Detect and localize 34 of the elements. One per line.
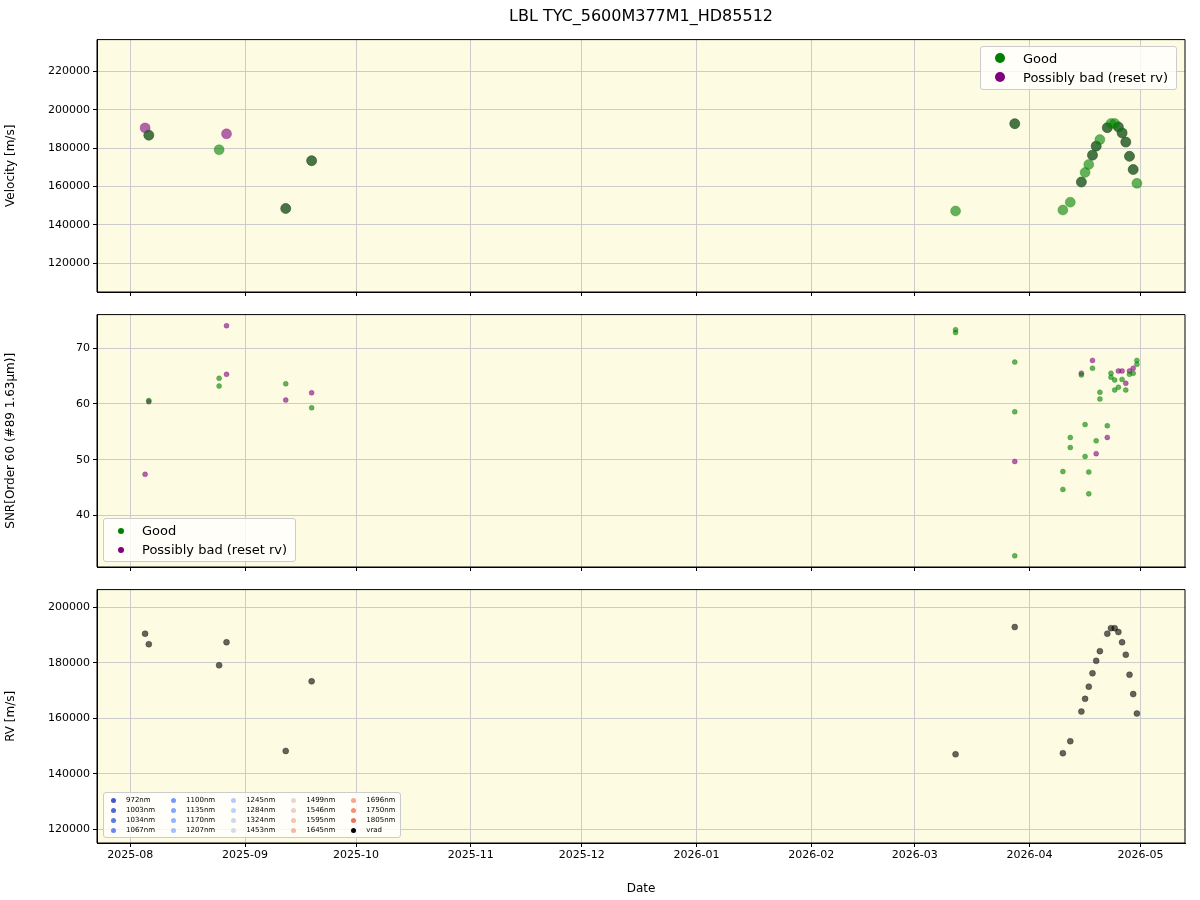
x-tick-label: 2026-03 <box>891 848 938 862</box>
legend-label: Good <box>142 523 177 538</box>
y-tick-label: 220000 <box>48 64 90 78</box>
y-axis-title: SNR[Order 60 (#89 1.63μm)] <box>3 352 18 529</box>
x-tick-label: 2026-04 <box>1006 848 1053 862</box>
y-axis-title: RV [m/s] <box>3 690 18 742</box>
y-tick-label: 140000 <box>48 766 90 780</box>
x-tick-label: 2026-05 <box>1117 848 1164 862</box>
legend-label: Possibly bad (reset rv) <box>1023 69 1169 85</box>
x-tick-label: 2025-11 <box>447 848 494 862</box>
y-tick-label: 180000 <box>48 140 90 154</box>
y-tick-label: 60 <box>76 396 90 410</box>
x-axis-title: Date <box>626 880 656 895</box>
y-tick-label: 160000 <box>48 179 90 193</box>
legend-label: Good <box>1023 50 1058 66</box>
chart-title: LBL TYC_5600M377M1_HD85512 <box>508 6 774 25</box>
y-tick-label: 180000 <box>48 655 90 669</box>
y-tick-label: 50 <box>76 452 90 466</box>
y-tick-label: 200000 <box>48 102 90 116</box>
x-tick-label: 2025-12 <box>558 848 605 862</box>
y-tick-label: 40 <box>76 508 90 522</box>
x-tick-label: 2026-01 <box>673 848 720 862</box>
x-tick-label: 2025-08 <box>107 848 154 862</box>
legend-label: Possibly bad (reset rv) <box>142 542 288 557</box>
x-tick-label: 2025-10 <box>333 848 380 862</box>
y-tick-label: 120000 <box>48 256 90 270</box>
y-tick-label: 140000 <box>48 217 90 231</box>
x-tick-label: 2026-02 <box>788 848 835 862</box>
x-tick-label: 2025-09 <box>222 848 269 862</box>
y-tick-label: 120000 <box>48 822 90 835</box>
y-axis-title: Velocity [m/s] <box>3 124 18 207</box>
y-tick-label: 160000 <box>48 711 90 725</box>
y-tick-label: 70 <box>76 340 90 354</box>
y-tick-label: 200000 <box>48 600 90 614</box>
